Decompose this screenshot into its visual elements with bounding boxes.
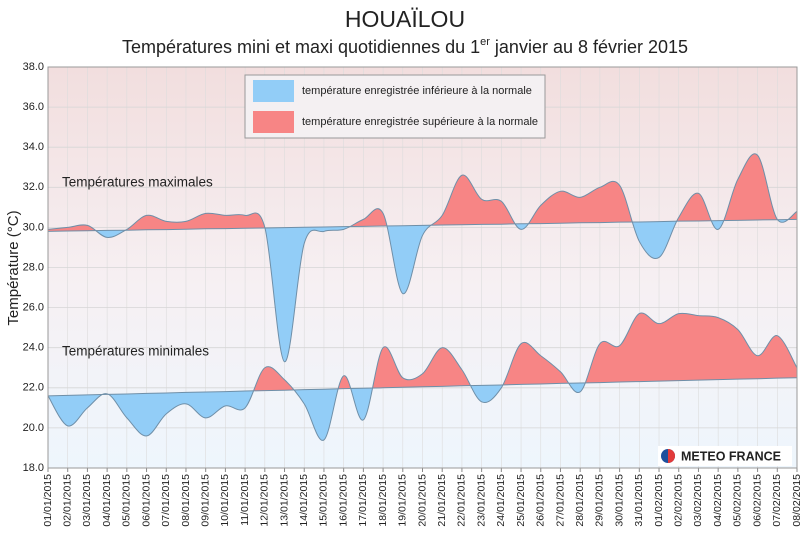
y-tick-label: 26.0 bbox=[23, 302, 44, 314]
deviation-fill bbox=[48, 153, 797, 232]
x-tick-label: 06/02/2015 bbox=[751, 474, 763, 527]
y-tick-label: 30.0 bbox=[23, 221, 44, 233]
x-tick-label: 07/01/2015 bbox=[160, 474, 172, 527]
x-tick-label: 11/01/2015 bbox=[239, 474, 251, 526]
x-tick-label: 10/01/2015 bbox=[219, 474, 231, 527]
y-tick-label: 36.0 bbox=[23, 101, 44, 113]
temperature-line bbox=[47, 312, 798, 441]
x-tick-label: 18/01/2015 bbox=[377, 474, 389, 527]
x-tick-label: 01/02/2015 bbox=[653, 474, 665, 527]
x-tick-label: 19/01/2015 bbox=[397, 474, 409, 527]
x-tick-label: 15/01/2015 bbox=[318, 474, 330, 527]
x-tick-label: 03/02/2015 bbox=[692, 474, 704, 527]
legend-label: température enregistrée inférieure à la … bbox=[302, 85, 532, 97]
deviation-fill bbox=[48, 312, 797, 396]
subtitle-part: Températures mini et maxi quotidiennes d… bbox=[122, 37, 480, 57]
x-tick-label: 28/01/2015 bbox=[574, 474, 586, 527]
x-tick-label: 05/02/2015 bbox=[732, 474, 744, 527]
x-tick-label: 31/01/2015 bbox=[633, 474, 645, 527]
x-tick-label: 21/01/2015 bbox=[436, 474, 448, 527]
x-tick-label: 12/01/2015 bbox=[259, 474, 271, 527]
logo-background bbox=[658, 446, 792, 466]
plot-border bbox=[47, 66, 798, 469]
x-tick-label: 23/01/2015 bbox=[475, 474, 487, 527]
x-tick-label: 07/02/2015 bbox=[771, 474, 783, 527]
subtitle-part: janvier au 8 février 2015 bbox=[490, 37, 688, 57]
x-tick-label: 02/01/2015 bbox=[61, 474, 73, 527]
x-tick-label: 02/02/2015 bbox=[673, 474, 685, 527]
x-tick-label: 27/01/2015 bbox=[554, 474, 566, 527]
y-tick-label: 18.0 bbox=[23, 462, 44, 474]
y-axis-title: Température (°C) bbox=[5, 210, 22, 325]
y-tick-label: 34.0 bbox=[23, 141, 44, 153]
y-tick-label: 32.0 bbox=[23, 181, 44, 193]
x-tick-label: 29/01/2015 bbox=[594, 474, 606, 527]
x-tick-label: 25/01/2015 bbox=[515, 474, 527, 527]
x-tick-label: 13/01/2015 bbox=[278, 474, 290, 527]
chart-title: HOUAÏLOU bbox=[345, 6, 465, 32]
normal-line bbox=[47, 218, 798, 232]
y-tick-label: 22.0 bbox=[23, 382, 44, 394]
legend-label: température enregistrée supérieure à la … bbox=[302, 116, 538, 128]
x-tick-label: 03/01/2015 bbox=[81, 474, 93, 527]
x-tick-label: 20/01/2015 bbox=[416, 474, 428, 527]
x-tick-label: 14/01/2015 bbox=[298, 474, 310, 527]
chart-subtitle: Températures mini et maxi quotidiennes d… bbox=[122, 36, 688, 57]
y-tick-label: 38.0 bbox=[23, 61, 44, 73]
annotation: Températures minimales bbox=[62, 344, 209, 359]
legend-swatch bbox=[253, 111, 294, 133]
legend-swatch bbox=[253, 80, 294, 102]
x-tick-label: 05/01/2015 bbox=[121, 474, 133, 527]
x-tick-label: 08/01/2015 bbox=[180, 474, 192, 527]
normal-line bbox=[47, 377, 798, 397]
y-tick-label: 28.0 bbox=[23, 261, 44, 273]
x-tick-label: 30/01/2015 bbox=[613, 474, 625, 527]
x-tick-label: 26/01/2015 bbox=[535, 474, 547, 527]
x-tick-label: 16/01/2015 bbox=[337, 474, 349, 527]
annotation: Températures maximales bbox=[62, 175, 213, 190]
x-tick-label: 01/01/2015 bbox=[42, 474, 54, 527]
x-tick-label: 04/01/2015 bbox=[101, 474, 113, 527]
subtitle-sup: er bbox=[480, 36, 490, 48]
x-tick-label: 17/01/2015 bbox=[357, 474, 369, 527]
legend-box bbox=[244, 74, 546, 139]
x-tick-label: 08/02/2015 bbox=[791, 474, 803, 527]
y-tick-label: 20.0 bbox=[23, 422, 44, 434]
y-tick-label: 24.0 bbox=[23, 342, 44, 354]
x-tick-label: 06/01/2015 bbox=[140, 474, 152, 527]
x-tick-label: 04/02/2015 bbox=[712, 474, 724, 527]
temperature-line bbox=[47, 153, 798, 363]
logo-icon-detail bbox=[668, 449, 675, 463]
x-tick-label: 24/01/2015 bbox=[495, 474, 507, 527]
x-tick-label: 09/01/2015 bbox=[199, 474, 211, 527]
x-tick-label: 22/01/2015 bbox=[456, 474, 468, 527]
logo-text: METEO FRANCE bbox=[681, 449, 781, 463]
